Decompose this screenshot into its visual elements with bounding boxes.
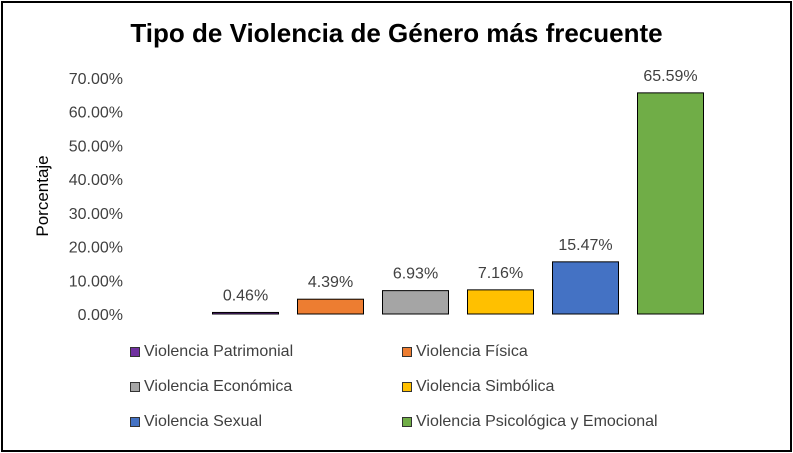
legend-item: Violencia Patrimonial xyxy=(130,343,293,361)
y-tick-label: 40.00% xyxy=(69,172,123,189)
legend-label: Violencia Física xyxy=(416,343,528,360)
data-label: 4.39% xyxy=(308,274,353,291)
y-tick-label: 10.00% xyxy=(69,273,123,290)
legend-label: Violencia Económica xyxy=(144,378,293,395)
legend-swatch xyxy=(402,347,412,357)
y-tick-label: 30.00% xyxy=(69,206,123,223)
legend-item: Violencia Simbólica xyxy=(402,378,554,396)
bar xyxy=(297,298,364,315)
legend-item: Violencia Sexual xyxy=(130,413,262,431)
bar xyxy=(637,92,704,315)
chart-title: Tipo de Violencia de Género más frecuent… xyxy=(130,18,663,48)
legend-label: Violencia Simbólica xyxy=(416,378,555,395)
data-label: 7.16% xyxy=(478,265,523,282)
y-tick-label: 0.00% xyxy=(78,307,123,324)
legend-item: Violencia Económica xyxy=(130,378,292,396)
legend-swatch xyxy=(130,417,140,427)
legend-label: Violencia Patrimonial xyxy=(144,343,294,360)
legend-label: Violencia Psicológica y Emocional xyxy=(416,413,658,430)
legend-swatch xyxy=(130,347,140,357)
legend-item: Violencia Física xyxy=(402,343,528,361)
bar xyxy=(212,311,279,315)
legend-swatch xyxy=(402,382,412,392)
legend-swatch xyxy=(402,417,412,427)
legend-item: Violencia Psicológica y Emocional xyxy=(402,413,658,431)
bar xyxy=(552,261,619,315)
legend-label: Violencia Sexual xyxy=(144,413,263,430)
data-label: 6.93% xyxy=(393,266,438,283)
data-label: 0.46% xyxy=(223,287,268,304)
bar xyxy=(382,290,449,315)
y-tick-label: 20.00% xyxy=(69,240,123,257)
data-label: 65.59% xyxy=(643,68,697,85)
y-tick-label: 70.00% xyxy=(69,71,123,88)
y-axis-title: Porcentaje xyxy=(33,155,52,236)
legend-swatch xyxy=(130,382,140,392)
bar xyxy=(467,289,534,315)
y-tick-label: 60.00% xyxy=(69,105,123,122)
y-tick-label: 50.00% xyxy=(69,138,123,155)
data-label: 15.47% xyxy=(558,237,612,254)
